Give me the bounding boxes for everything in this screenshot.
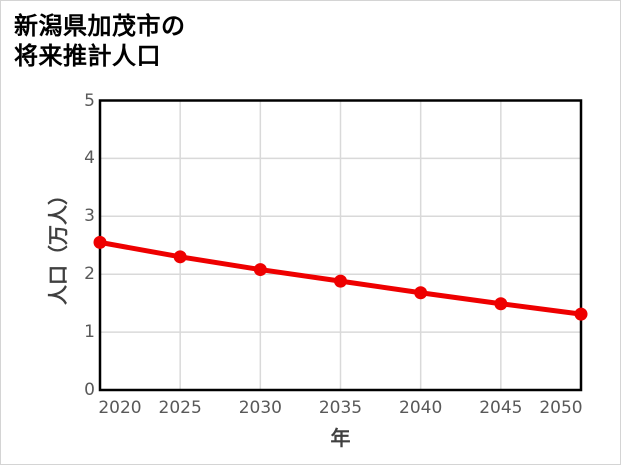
y-tick-label: 5	[84, 90, 95, 111]
x-tick-label: 2035	[318, 398, 363, 418]
data-point-marker	[173, 250, 187, 264]
data-point-marker	[494, 297, 508, 311]
x-tick-label: 2025	[158, 398, 202, 418]
data-point-marker	[414, 286, 428, 300]
y-tick-label: 1	[84, 322, 95, 343]
x-tick-label: 2030	[238, 398, 282, 418]
y-tick-label: 0	[84, 380, 95, 400]
data-point-marker	[334, 274, 347, 288]
chart-title-line-2: 将来推計人口	[14, 42, 161, 70]
data-point-marker	[253, 263, 267, 277]
x-tick-label: 2040	[399, 398, 443, 418]
data-point-marker	[93, 235, 107, 249]
data-point-marker	[574, 307, 588, 321]
chart-title-line-1: 新潟県加茂市の	[14, 12, 186, 40]
x-tick-label: 2020	[98, 398, 142, 418]
x-tick-label: 2050	[539, 398, 583, 418]
x-tick-label: 2045	[479, 398, 523, 418]
y-tick-label: 4	[84, 148, 95, 169]
y-axis-title: 人口（万人）	[46, 185, 70, 306]
chart-title: 新潟県加茂市の 将来推計人口	[14, 11, 186, 71]
y-tick-label: 2	[84, 264, 95, 285]
y-tick-label: 3	[84, 206, 95, 227]
x-axis-title: 年	[330, 426, 351, 450]
